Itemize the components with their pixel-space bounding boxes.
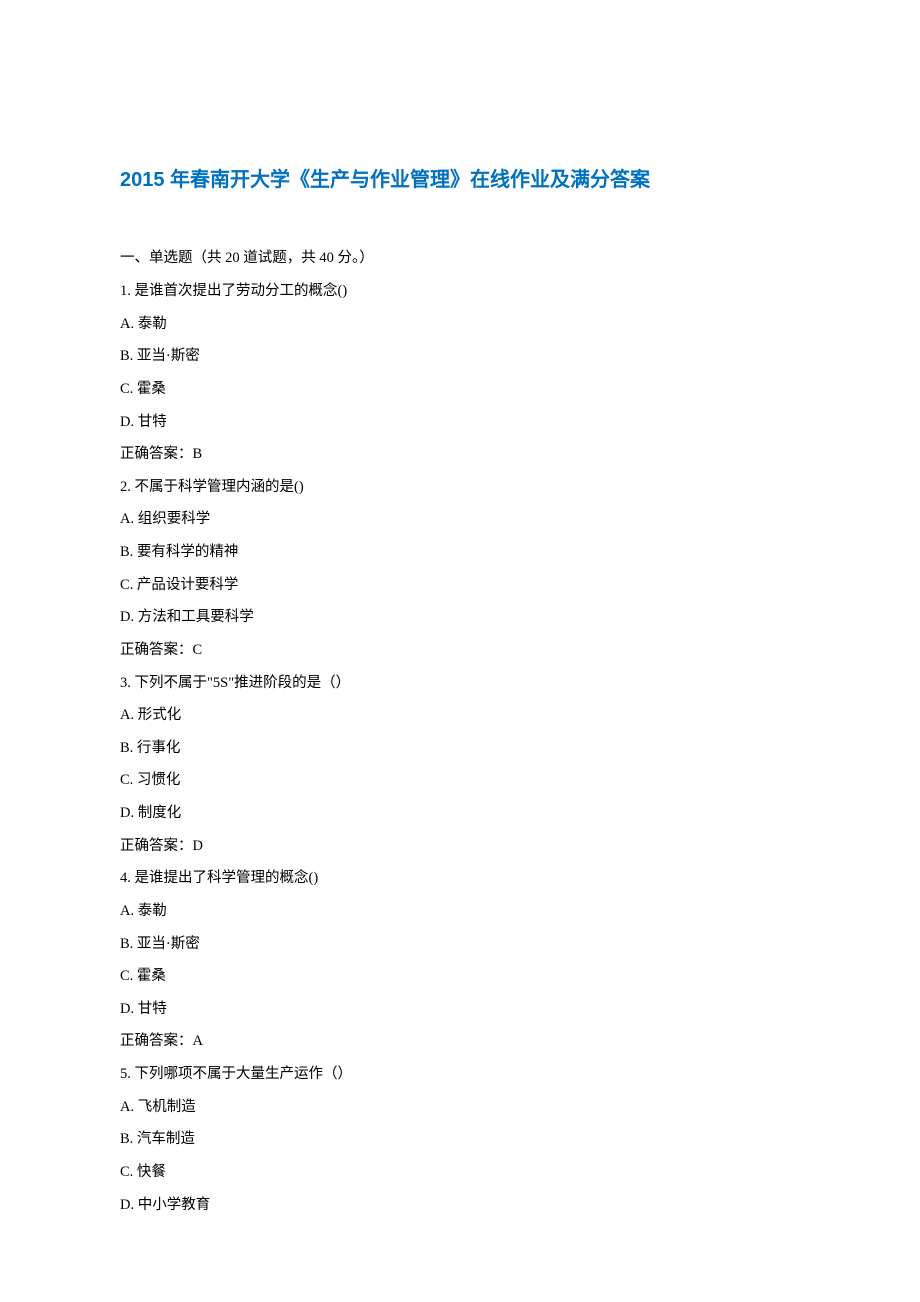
- option-text: 习惯化: [133, 772, 180, 788]
- question-body: 是谁首次提出了劳动分工的概念(): [131, 283, 347, 299]
- page-title: 2015 年春南开大学《生产与作业管理》在线作业及满分答案: [120, 163, 800, 192]
- answer-label: 正确答案：: [120, 1033, 193, 1049]
- option-line: D. 制度化: [120, 797, 800, 830]
- option-label: C.: [120, 1164, 133, 1180]
- answer-line: 正确答案：A: [120, 1025, 800, 1058]
- option-label: A.: [120, 511, 134, 527]
- option-line: B. 亚当·斯密: [120, 340, 800, 373]
- question-text: 3. 下列不属于"5S"推进阶段的是（）: [120, 667, 800, 700]
- option-text: 行事化: [133, 740, 180, 756]
- option-line: C. 霍桑: [120, 960, 800, 993]
- answer-value: B: [193, 446, 203, 462]
- option-line: D. 甘特: [120, 993, 800, 1026]
- option-text: 甘特: [134, 1001, 167, 1017]
- question-body: 不属于科学管理内涵的是(): [131, 479, 304, 495]
- option-text: 亚当·斯密: [133, 936, 199, 952]
- option-line: A. 泰勒: [120, 308, 800, 341]
- question-body: 是谁提出了科学管理的概念(): [131, 870, 318, 886]
- question-text: 2. 不属于科学管理内涵的是(): [120, 471, 800, 504]
- answer-line: 正确答案：D: [120, 830, 800, 863]
- document-page: 2015 年春南开大学《生产与作业管理》在线作业及满分答案 一、单选题（共 20…: [0, 0, 920, 1301]
- option-text: 甘特: [134, 414, 167, 430]
- option-line: B. 要有科学的精神: [120, 536, 800, 569]
- option-text: 泰勒: [134, 903, 167, 919]
- option-text: 霍桑: [133, 968, 166, 984]
- option-line: C. 霍桑: [120, 373, 800, 406]
- option-label: B.: [120, 1131, 133, 1147]
- option-label: D.: [120, 609, 134, 625]
- option-label: D.: [120, 414, 134, 430]
- option-text: 方法和工具要科学: [134, 609, 254, 625]
- option-text: 霍桑: [133, 381, 166, 397]
- option-label: A.: [120, 316, 134, 332]
- answer-value: C: [193, 642, 203, 658]
- option-label: C.: [120, 577, 133, 593]
- question-number: 3.: [120, 675, 131, 691]
- answer-value: D: [193, 838, 203, 854]
- question-text: 5. 下列哪项不属于大量生产运作（）: [120, 1058, 800, 1091]
- answer-line: 正确答案：B: [120, 438, 800, 471]
- option-label: B.: [120, 936, 133, 952]
- option-line: C. 习惯化: [120, 764, 800, 797]
- option-line: B. 汽车制造: [120, 1123, 800, 1156]
- option-label: A.: [120, 707, 134, 723]
- option-line: A. 泰勒: [120, 895, 800, 928]
- question-number: 2.: [120, 479, 131, 495]
- option-label: D.: [120, 805, 134, 821]
- option-label: B.: [120, 740, 133, 756]
- option-text: 产品设计要科学: [133, 577, 238, 593]
- option-text: 泰勒: [134, 316, 167, 332]
- question-body: 下列不属于"5S"推进阶段的是（）: [131, 675, 350, 691]
- option-text: 亚当·斯密: [133, 348, 199, 364]
- option-line: D. 甘特: [120, 406, 800, 439]
- option-text: 飞机制造: [134, 1099, 196, 1115]
- option-text: 汽车制造: [133, 1131, 195, 1147]
- answer-label: 正确答案：: [120, 838, 193, 854]
- option-label: C.: [120, 381, 133, 397]
- option-line: D. 中小学教育: [120, 1189, 800, 1222]
- option-label: A.: [120, 1099, 134, 1115]
- question-text: 4. 是谁提出了科学管理的概念(): [120, 862, 800, 895]
- option-line: C. 产品设计要科学: [120, 569, 800, 602]
- answer-line: 正确答案：C: [120, 634, 800, 667]
- option-label: B.: [120, 348, 133, 364]
- question-number: 4.: [120, 870, 131, 886]
- option-label: C.: [120, 968, 133, 984]
- option-label: A.: [120, 903, 134, 919]
- option-line: D. 方法和工具要科学: [120, 601, 800, 634]
- question-number: 1.: [120, 283, 131, 299]
- answer-value: A: [193, 1033, 203, 1049]
- option-text: 组织要科学: [134, 511, 210, 527]
- section-header: 一、单选题（共 20 道试题，共 40 分。）: [120, 242, 800, 275]
- option-line: A. 飞机制造: [120, 1091, 800, 1124]
- questions-container: 1. 是谁首次提出了劳动分工的概念()A. 泰勒B. 亚当·斯密C. 霍桑D. …: [120, 275, 800, 1221]
- option-text: 要有科学的精神: [133, 544, 238, 560]
- answer-label: 正确答案：: [120, 446, 193, 462]
- option-label: C.: [120, 772, 133, 788]
- option-label: D.: [120, 1001, 134, 1017]
- option-text: 中小学教育: [134, 1197, 210, 1213]
- option-text: 形式化: [134, 707, 181, 723]
- option-line: A. 组织要科学: [120, 503, 800, 536]
- option-line: B. 亚当·斯密: [120, 928, 800, 961]
- option-line: B. 行事化: [120, 732, 800, 765]
- option-line: A. 形式化: [120, 699, 800, 732]
- option-label: B.: [120, 544, 133, 560]
- question-body: 下列哪项不属于大量生产运作（）: [131, 1066, 352, 1082]
- question-number: 5.: [120, 1066, 131, 1082]
- option-text: 快餐: [133, 1164, 166, 1180]
- answer-label: 正确答案：: [120, 642, 193, 658]
- option-text: 制度化: [134, 805, 181, 821]
- question-text: 1. 是谁首次提出了劳动分工的概念(): [120, 275, 800, 308]
- option-label: D.: [120, 1197, 134, 1213]
- option-line: C. 快餐: [120, 1156, 800, 1189]
